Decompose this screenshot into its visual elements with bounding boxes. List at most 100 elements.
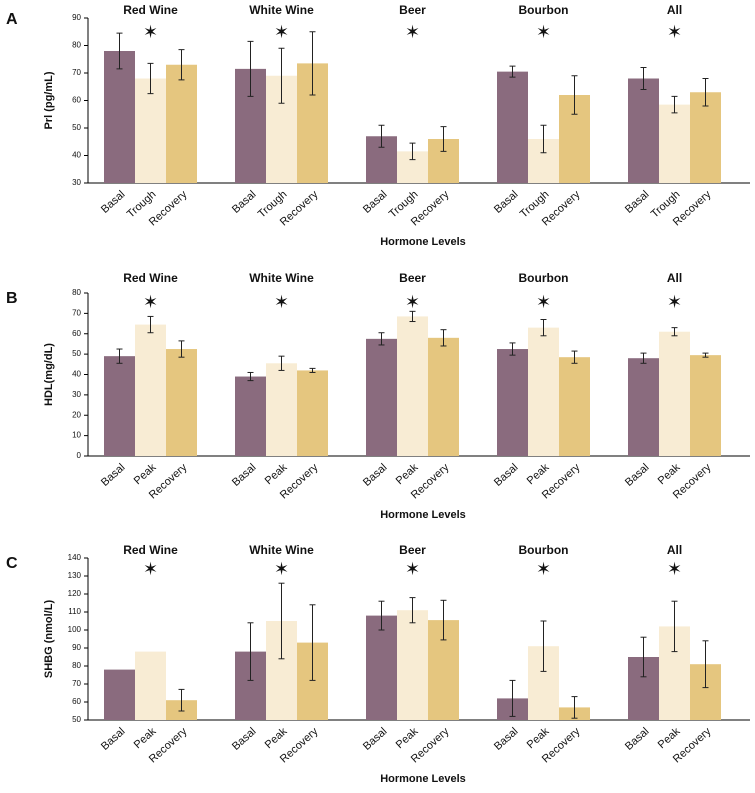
panel-label: B: [6, 290, 18, 307]
y-tick-label: 90: [72, 13, 81, 22]
significance-star: ✶: [405, 559, 420, 579]
bar: [690, 355, 721, 456]
y-tick-label: 80: [72, 41, 81, 50]
y-tick-label: 60: [72, 329, 81, 338]
bar: [166, 349, 197, 456]
group-title: All: [667, 543, 682, 557]
x-tick-label: Basal: [623, 188, 651, 215]
x-tick-label: Basal: [99, 725, 127, 752]
bar: [135, 78, 166, 183]
x-tick-label: Peak: [656, 725, 683, 751]
x-tick-label: Basal: [230, 188, 258, 215]
y-axis-label: HDL(mg/dL): [43, 343, 55, 406]
significance-star: ✶: [536, 22, 551, 42]
significance-star: ✶: [143, 292, 158, 312]
significance-star: ✶: [274, 292, 289, 312]
y-tick-label: 40: [72, 151, 81, 160]
y-tick-label: 70: [72, 68, 81, 77]
bar: [135, 651, 166, 720]
y-tick-label: 90: [72, 643, 81, 652]
x-tick-label: Basal: [230, 461, 258, 488]
significance-star: ✶: [536, 559, 551, 579]
y-tick-label: 50: [72, 349, 81, 358]
bar: [166, 64, 197, 183]
bar: [297, 370, 328, 456]
y-tick-label: 50: [72, 123, 81, 132]
significance-star: ✶: [667, 292, 682, 312]
bar: [528, 327, 559, 456]
bar: [104, 51, 135, 183]
group-title: Bourbon: [519, 271, 569, 285]
group-title: All: [667, 3, 682, 17]
x-tick-label: Basal: [623, 461, 651, 488]
significance-star: ✶: [274, 559, 289, 579]
significance-star: ✶: [405, 22, 420, 42]
x-tick-label: Peak: [525, 725, 552, 751]
group-title: White Wine: [249, 271, 314, 285]
significance-star: ✶: [667, 22, 682, 42]
x-tick-label: Peak: [525, 461, 552, 487]
y-tick-label: 40: [72, 370, 81, 379]
group-title: All: [667, 271, 682, 285]
x-tick-label: Peak: [132, 461, 159, 487]
bar: [428, 337, 459, 456]
y-axis-label: SHBG (nmol/L): [43, 600, 55, 679]
x-tick-label: Basal: [623, 725, 651, 752]
y-tick-label: 20: [72, 410, 81, 419]
bar: [659, 331, 690, 456]
y-tick-label: 60: [72, 697, 81, 706]
bar: [497, 349, 528, 456]
y-tick-label: 70: [72, 308, 81, 317]
y-tick-label: 80: [72, 288, 81, 297]
x-tick-label: Basal: [492, 188, 520, 215]
significance-star: ✶: [143, 559, 158, 579]
x-tick-label: Peak: [394, 725, 421, 751]
x-axis-label: Hormone Levels: [380, 236, 466, 248]
significance-star: ✶: [143, 22, 158, 42]
group-title: Red Wine: [123, 271, 178, 285]
x-tick-label: Basal: [99, 188, 127, 215]
x-tick-label: Basal: [492, 725, 520, 752]
y-tick-label: 0: [77, 451, 82, 460]
panel-label: A: [6, 11, 18, 28]
group-title: Bourbon: [519, 543, 569, 557]
x-tick-label: Peak: [656, 461, 683, 487]
y-tick-label: 130: [68, 571, 82, 580]
significance-star: ✶: [405, 292, 420, 312]
group-title: Bourbon: [519, 3, 569, 17]
y-tick-label: 70: [72, 679, 81, 688]
y-tick-label: 60: [72, 96, 81, 105]
y-tick-label: 30: [72, 390, 81, 399]
y-tick-label: 120: [68, 589, 82, 598]
group-title: Beer: [399, 271, 426, 285]
bar: [690, 92, 721, 183]
significance-star: ✶: [536, 292, 551, 312]
x-tick-label: Basal: [230, 725, 258, 752]
x-tick-label: Peak: [263, 461, 290, 487]
x-tick-label: Basal: [492, 461, 520, 488]
bar: [235, 376, 266, 456]
x-tick-label: Peak: [263, 725, 290, 751]
bar: [366, 338, 397, 456]
significance-star: ✶: [667, 559, 682, 579]
bar: [104, 669, 135, 720]
bar: [366, 615, 397, 720]
y-tick-label: 30: [72, 178, 81, 187]
y-tick-label: 50: [72, 715, 81, 724]
y-tick-label: 100: [68, 625, 82, 634]
y-tick-label: 10: [72, 431, 81, 440]
bar: [628, 78, 659, 183]
bar: [497, 71, 528, 183]
group-title: Beer: [399, 3, 426, 17]
y-tick-label: 140: [68, 553, 82, 562]
bar: [266, 363, 297, 456]
group-title: White Wine: [249, 3, 314, 17]
bar: [559, 357, 590, 456]
x-tick-label: Peak: [394, 461, 421, 487]
x-tick-label: Basal: [361, 725, 389, 752]
x-tick-label: Basal: [361, 461, 389, 488]
y-tick-label: 110: [68, 607, 81, 616]
bar: [104, 356, 135, 456]
x-tick-label: Peak: [132, 725, 159, 751]
